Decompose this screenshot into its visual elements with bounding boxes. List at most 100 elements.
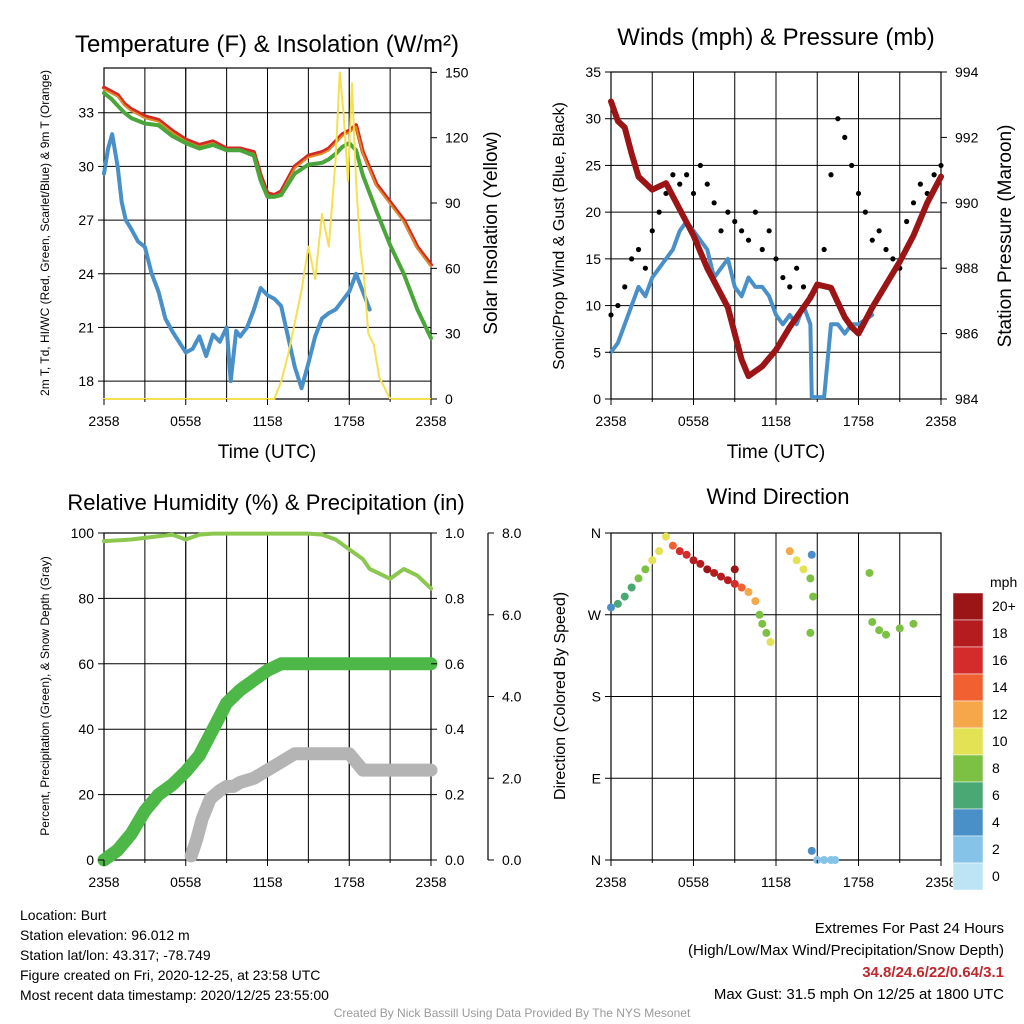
gust-point [780,274,786,281]
x-tick-label: 1158 [252,413,282,429]
colorbar-swatch [952,592,984,621]
direction-point [785,547,794,556]
x-tick-label: 1758 [843,874,874,890]
y-tick-label: N [591,525,601,541]
y2-tick-label: 990 [955,195,979,211]
y2-tick-label: 0.8 [445,590,465,606]
gust-point [690,190,697,197]
direction-point [696,559,705,568]
x-tick-label: 1758 [334,874,365,890]
y2-tick-label: 0.2 [445,787,465,803]
colorbar-swatch [952,781,984,810]
y-tick-label: 5 [593,344,601,360]
y-tick-label: 15 [585,251,601,267]
gust-point [938,162,944,169]
direction-point [831,856,840,864]
direction-point [806,574,815,583]
colorbar-label: 0 [992,868,1000,884]
y2-tick-label: 4.0 [502,689,522,705]
x-tick-label: 0558 [170,413,201,429]
gust-point [766,228,772,234]
direction-point [744,588,753,597]
gust-point [835,116,841,122]
x-tick-label: 2358 [415,413,446,429]
y2-tick-label: 30 [445,326,461,342]
colorbar-swatch [952,619,984,648]
gust-point [739,228,745,234]
direction-point [751,597,760,606]
station-info: Location: Burt Station elevation: 96.012… [20,905,329,1005]
winds-title: Winds (mph) & Pressure (mb) [617,24,934,51]
gust-point [629,256,635,262]
extremes-legend: (High/Low/Max Wind/Precipitation/Snow De… [688,942,1004,959]
windchill-line [102,132,372,391]
colorbar-label: 18 [992,625,1008,641]
x-tick-label: 1758 [334,413,365,429]
y-tick-label: 33 [78,105,94,121]
direction-point [868,618,877,627]
direction-point [620,592,629,601]
y2-tick-label: 60 [445,260,461,276]
colorbar-label: 2 [992,841,1000,857]
gust-point [883,246,889,253]
direction-point [710,568,719,577]
y2-tick-label: 992 [955,129,979,145]
gust-point [697,162,703,169]
y-tick-label: 25 [585,157,601,173]
x-tick-label: 0558 [678,874,709,890]
y2-tick-label: 8.0 [502,525,522,541]
gust-point [718,228,724,234]
gust-point [931,172,937,178]
direction-point [689,556,698,565]
x-tick-label: 2358 [88,874,119,890]
gust-point [794,265,800,271]
direction-point [875,626,884,635]
y2-tick-label: 0.0 [502,852,522,868]
direction-point [799,565,808,574]
direction-point [766,638,775,646]
direction-point [613,599,622,608]
x-tick-label: 1158 [252,874,282,890]
created-text: Figure created on Fri, 2020-12-25, at 23… [20,967,321,983]
y2-tick-label: 150 [445,64,469,80]
gust-point [800,284,807,290]
y-tick-label: 30 [78,158,94,174]
direction-point [820,856,829,864]
pressure-line [608,98,944,380]
y-tick-label: 10 [585,298,601,314]
x-tick-label: 1158 [761,413,791,429]
pressure-ylabel: Station Pressure (Maroon) [995,125,1016,348]
x-tick-label: 2358 [925,413,956,429]
gust-point [677,181,683,187]
elevation-text: Station elevation: 96.012 m [20,927,190,943]
y2-tick-label: 984 [955,391,979,407]
gust-point [622,284,628,290]
direction-point [758,619,767,628]
y-tick-label: 21 [78,319,94,335]
location-text: Location: Burt [20,907,107,923]
direction-point [865,568,874,577]
extremes-block: Extremes For Past 24 Hours (High/Low/Max… [688,918,1004,1006]
speed-colorbar [952,592,984,891]
direction-point [627,583,636,592]
y2-tick-label: 0 [445,391,453,407]
humidity-title: Relative Humidity (%) & Precipitation (i… [67,490,464,515]
max-gust-text: Max Gust: 31.5 mph On 12/25 at 1800 UTC [713,986,1004,1003]
x-tick-label: 1758 [843,413,874,429]
direction-point [730,565,739,574]
y-tick-label: 40 [78,721,94,737]
temperature-ylabel: 2m T, Td, HI/WC (Red, Green, Scarlet/Blu… [38,70,52,396]
colorbar-label: 10 [992,733,1008,749]
gust-point [663,190,669,197]
y2-tick-label: 994 [955,64,979,80]
colorbar-swatch [952,646,984,675]
direction-point [634,574,643,583]
y2-tick-label: 0.6 [445,656,465,672]
y-tick-label: 18 [78,373,94,389]
gust-point [615,302,621,309]
x-tick-label: 2358 [88,413,119,429]
gust-point [849,162,855,169]
colorbar-swatch [952,808,984,837]
y2-tick-label: 90 [445,195,461,211]
